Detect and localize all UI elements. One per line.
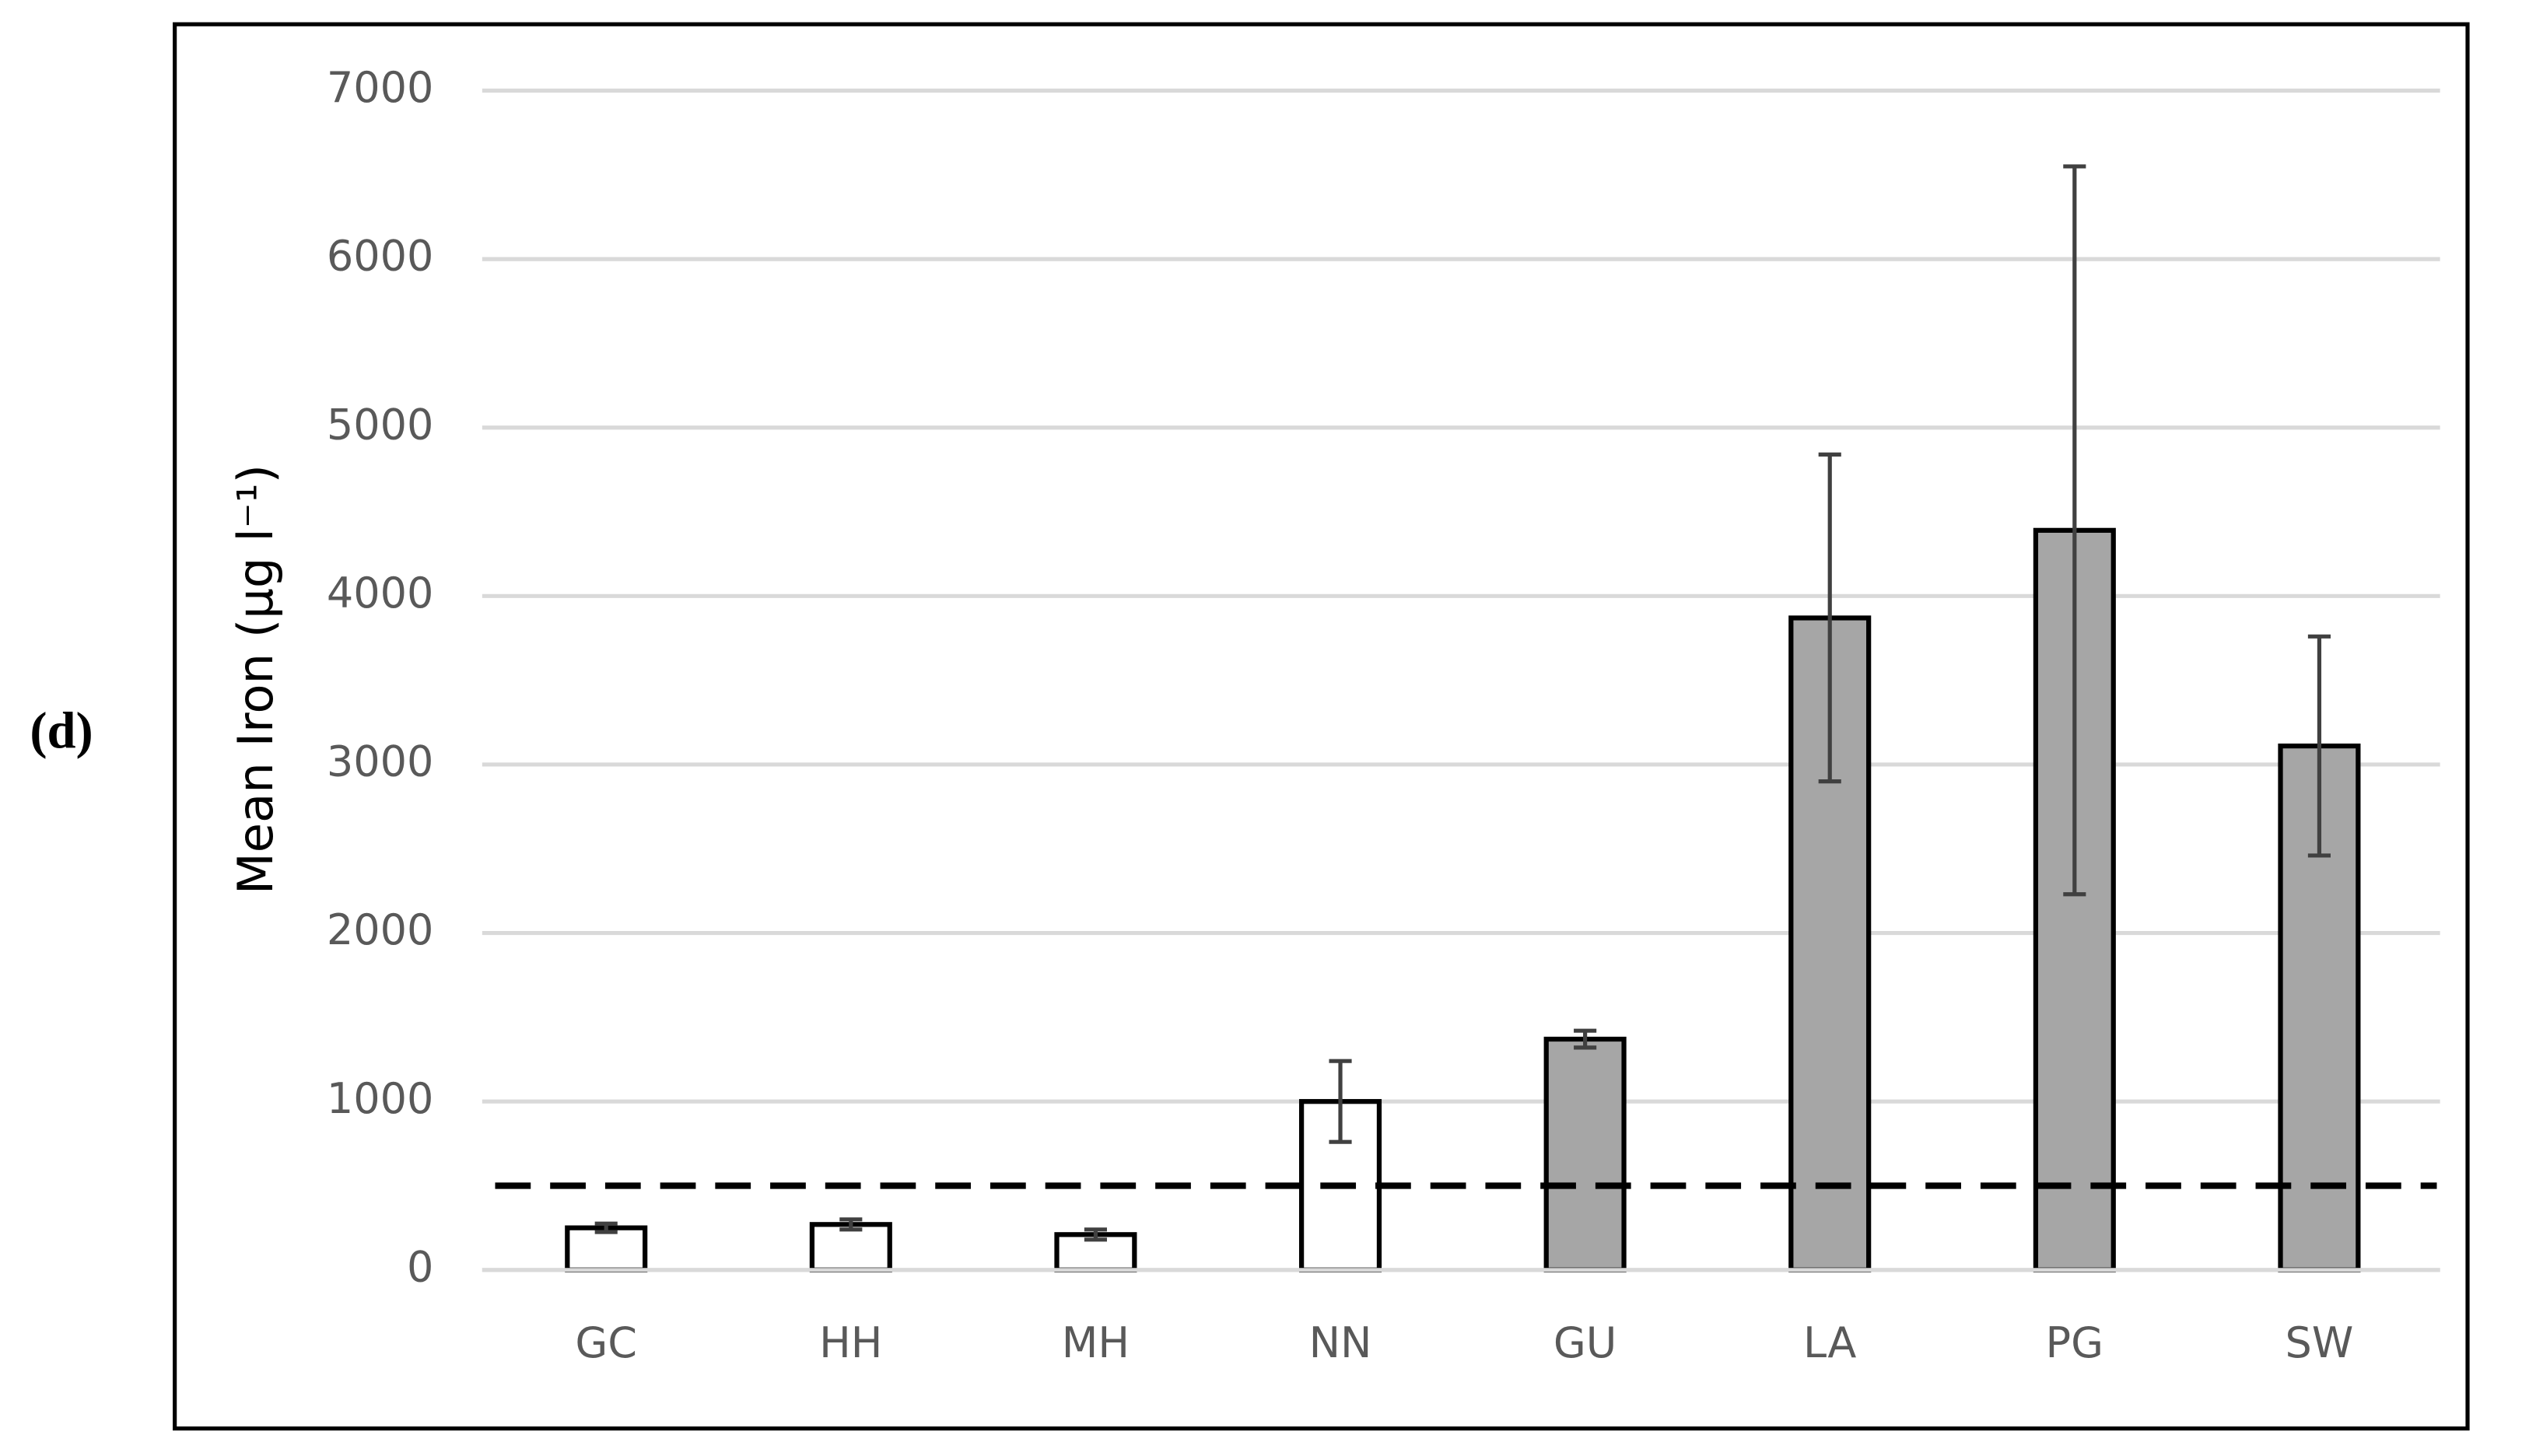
y-tick-label: 3000 bbox=[327, 737, 434, 786]
x-tick-label: LA bbox=[1803, 1318, 1856, 1367]
y-axis-label: Mean Iron (µg l⁻¹) bbox=[227, 464, 284, 894]
panel-label: (d) bbox=[30, 703, 93, 760]
y-tick-label: 0 bbox=[407, 1242, 433, 1291]
x-tick-label: HH bbox=[819, 1318, 882, 1367]
x-tick-label: GC bbox=[575, 1318, 637, 1367]
y-tick-label: 7000 bbox=[327, 63, 434, 112]
x-tick-label: PG bbox=[2046, 1318, 2104, 1367]
bar bbox=[1543, 1036, 1627, 1272]
y-tick-label: 4000 bbox=[327, 569, 434, 618]
x-tick-label: SW bbox=[2286, 1318, 2354, 1367]
x-tick-label: GU bbox=[1553, 1318, 1617, 1367]
y-tick-label: 5000 bbox=[327, 400, 434, 449]
x-tick-label: NN bbox=[1309, 1318, 1372, 1367]
y-tick-label: 6000 bbox=[327, 232, 434, 281]
y-tick-label: 2000 bbox=[327, 905, 434, 954]
bar bbox=[565, 1225, 648, 1272]
bar bbox=[809, 1222, 892, 1272]
y-tick-label: 1000 bbox=[327, 1074, 434, 1123]
x-tick-label: MH bbox=[1062, 1318, 1130, 1367]
